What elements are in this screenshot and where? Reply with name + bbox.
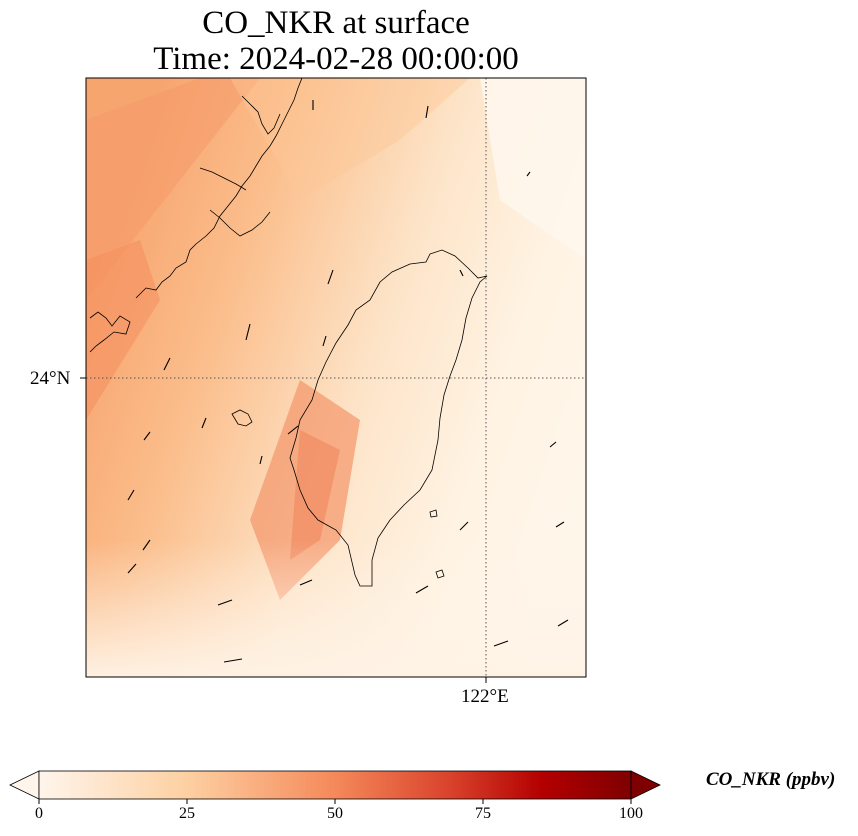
- wind-vector: [493, 640, 509, 647]
- wind-vector: [322, 335, 327, 347]
- wind-vector: [245, 323, 251, 341]
- longitude-tick-label: 122°E: [461, 686, 509, 707]
- colorbar-tick-label: 50: [327, 805, 343, 822]
- wind-vector: [142, 539, 151, 551]
- wind-vector: [555, 521, 565, 528]
- colorbar: [9, 770, 661, 804]
- colorbar-tick-label: 100: [619, 805, 643, 822]
- ludao-island: [429, 509, 438, 518]
- wind-vector: [127, 489, 135, 501]
- china-coastline: [89, 78, 303, 353]
- wind-vector: [299, 579, 313, 586]
- colorbar-extend-min: [9, 770, 40, 800]
- wind-vector: [415, 585, 429, 594]
- wind-vector: [143, 431, 151, 441]
- latitude-tick-label: 24°N: [30, 368, 71, 389]
- colorbar-extend-max: [630, 770, 661, 800]
- wind-vector: [459, 521, 469, 531]
- wind-vector: [526, 171, 531, 177]
- wind-vector: [327, 269, 334, 285]
- wind-vector: [459, 269, 464, 277]
- colorbar-gradient: [39, 771, 631, 799]
- colorbar-tick-label: 75: [475, 805, 491, 822]
- wind-vector: [127, 563, 137, 574]
- wind-vector: [201, 417, 207, 429]
- map-title-line-1: CO_NKR at surface: [202, 5, 470, 41]
- wind-vector: [287, 425, 299, 435]
- colorbar-label: CO_NKR (ppbv): [706, 769, 836, 790]
- lanyu-island: [435, 569, 445, 579]
- wind-vector: [425, 105, 429, 119]
- wind-vector: [223, 658, 243, 663]
- penghu-islands: [231, 409, 253, 427]
- wind-vector: [549, 441, 557, 448]
- wind-vector: [163, 357, 171, 371]
- wind-vector: [259, 455, 263, 465]
- wind-vectors: [127, 100, 569, 663]
- coastlines: [89, 78, 488, 587]
- taiwan-coastline: [289, 249, 488, 587]
- wind-vector: [217, 599, 233, 606]
- wind-vector: [557, 619, 569, 627]
- map-title-line-2: Time: 2024-02-28 00:00:00: [153, 41, 519, 77]
- colorbar-tick-label: 25: [179, 805, 195, 822]
- colorbar-tick-label: 0: [35, 805, 43, 822]
- graticule: [86, 78, 586, 677]
